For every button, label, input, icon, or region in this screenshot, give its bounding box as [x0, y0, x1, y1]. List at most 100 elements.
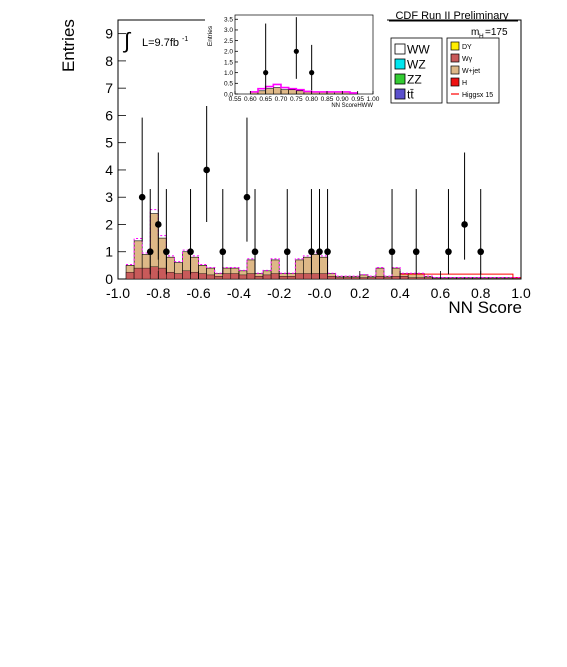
legend-label: DY [462, 44, 472, 51]
legend-swatch [394, 58, 406, 70]
stack-bar-wgamma [343, 277, 352, 280]
main-stack-bars [125, 213, 522, 280]
stack-bar-wgamma [133, 267, 143, 280]
inset-x-axis-title: NN ScoreHWW [331, 103, 373, 109]
mass-value: =175 [485, 27, 508, 38]
data-point [163, 248, 170, 256]
x-tick-label: 0.75 [290, 96, 303, 103]
x-tick-label: -0.8 [146, 285, 170, 301]
stack-bar-wgamma [182, 270, 191, 280]
stack-bar-wgamma [174, 273, 183, 280]
legend-swatch [450, 53, 460, 63]
inset-plot-frame [234, 14, 374, 95]
legend-label: Wγ [462, 56, 473, 63]
data-point [283, 248, 291, 256]
x-axis-title: NN Score [448, 298, 522, 317]
x-tick-label: -1.0 [106, 285, 130, 301]
luminosity-unit-sup: -1 [182, 36, 188, 43]
uncertainty-line [126, 209, 521, 279]
luminosity-text: L=9.7fb [142, 37, 179, 49]
legend-label: WW [407, 43, 430, 57]
y-tick-label: 2.0 [224, 49, 233, 56]
higgs-signal-line [400, 273, 521, 279]
stack-bar-wgamma [198, 273, 207, 280]
stack-bar-wgamma [488, 278, 498, 280]
stack-bar-wjet [273, 87, 282, 95]
legend-label: W+jet [462, 68, 480, 75]
stack-bar-wgamma [246, 273, 256, 280]
data-point [388, 248, 396, 256]
stack-bar-wgamma [190, 271, 199, 280]
stack-bar-wgamma [254, 276, 264, 280]
integral-symbol: ∫ [122, 28, 132, 53]
x-tick-label: 1.0 [511, 285, 531, 301]
legend-label: H [462, 80, 467, 87]
x-tick-label: 0.60 [244, 96, 257, 103]
stack-bar-wgamma [287, 276, 296, 280]
y-tick-label: 3.0 [224, 27, 233, 34]
stack-bar-wgamma [214, 276, 223, 280]
stack-bar-wgamma [303, 273, 312, 280]
data-point [324, 248, 331, 256]
y-tick-label: 4 [105, 162, 113, 178]
stack-bar-wgamma [375, 276, 385, 280]
stack-bar-wjet [257, 90, 266, 95]
legend-swatch [394, 88, 406, 100]
stack-bar-wgamma [279, 276, 288, 280]
data-point [309, 70, 315, 76]
x-tick-label: -0.4 [227, 285, 251, 301]
stack-bar-wgamma [319, 273, 328, 280]
data-point [203, 166, 210, 174]
stack-bar-wgamma [335, 277, 344, 280]
stack-bar-wgamma [125, 271, 135, 280]
stack-bar-wgamma [150, 266, 159, 280]
inset-data-points [263, 17, 315, 91]
x-tick-label: -0.2 [267, 285, 291, 301]
data-point [293, 48, 299, 54]
stack-bar-wjet [280, 89, 289, 95]
legend-swatch [450, 65, 460, 75]
stack-bar-wgamma [141, 267, 151, 280]
stack-bar-wgamma [424, 277, 433, 280]
data-point [146, 248, 154, 256]
inset-plot: 0.55 0.60 0.65 0.70 0.75 0.80 0.85 0.90 0.95 1.00… [205, 10, 387, 109]
y-tick-label: 9 [105, 26, 113, 42]
stack-bar-wgamma [367, 277, 377, 280]
mass-sub: H [479, 33, 484, 40]
data-point [155, 221, 162, 228]
stack-bar-wgamma [464, 278, 473, 280]
y-tick-label: 1.0 [224, 70, 233, 77]
inset-y-ticks: 0.0 0.5 1.0 1.5 2.0 2.5 3.0 3.5 [224, 17, 238, 98]
stack-bar-wgamma [399, 276, 409, 280]
stack-bar-wgamma [270, 273, 280, 280]
stack-bar-wgamma [311, 273, 320, 280]
data-point [251, 248, 259, 256]
main-x-ticks: -1.0 -0.8 -0.6 -0.4 -0.2 -0.0 0.2 0.4 0.6 0.8 1.0 [106, 271, 531, 301]
data-point [138, 193, 146, 201]
stack-bar-wgamma [504, 278, 514, 280]
header-box: CDF Run II Preliminary m H =175 [389, 10, 518, 40]
y-tick-label: 6 [105, 107, 113, 123]
legend-swatch [394, 43, 406, 55]
y-tick-label: 1 [105, 244, 113, 260]
y-tick-label: 2.5 [224, 38, 233, 45]
legend-label: WZ [407, 58, 426, 72]
stack-bar-wjet [265, 88, 274, 95]
stack-bar-wgamma [158, 267, 167, 280]
stack-bar-wgamma [238, 274, 248, 280]
stack-bar-wjet [296, 90, 305, 95]
stack-bar-wgamma [512, 278, 522, 280]
stack-bar-wgamma [295, 273, 304, 280]
stack-bar-wgamma [456, 278, 465, 280]
data-point [477, 248, 485, 256]
stack-bar-wgamma [472, 278, 481, 280]
stack-bar-wgamma [262, 274, 272, 280]
data-point [316, 248, 323, 256]
data-point [219, 248, 227, 256]
stack-bar-wgamma [407, 277, 417, 280]
stack-bar-wgamma [391, 276, 401, 280]
inset-y-axis-title: Entries [207, 25, 214, 46]
stack-bar-wgamma [351, 277, 360, 280]
main-y-ticks: 0 1 2 3 4 5 6 7 8 9 [105, 26, 126, 287]
